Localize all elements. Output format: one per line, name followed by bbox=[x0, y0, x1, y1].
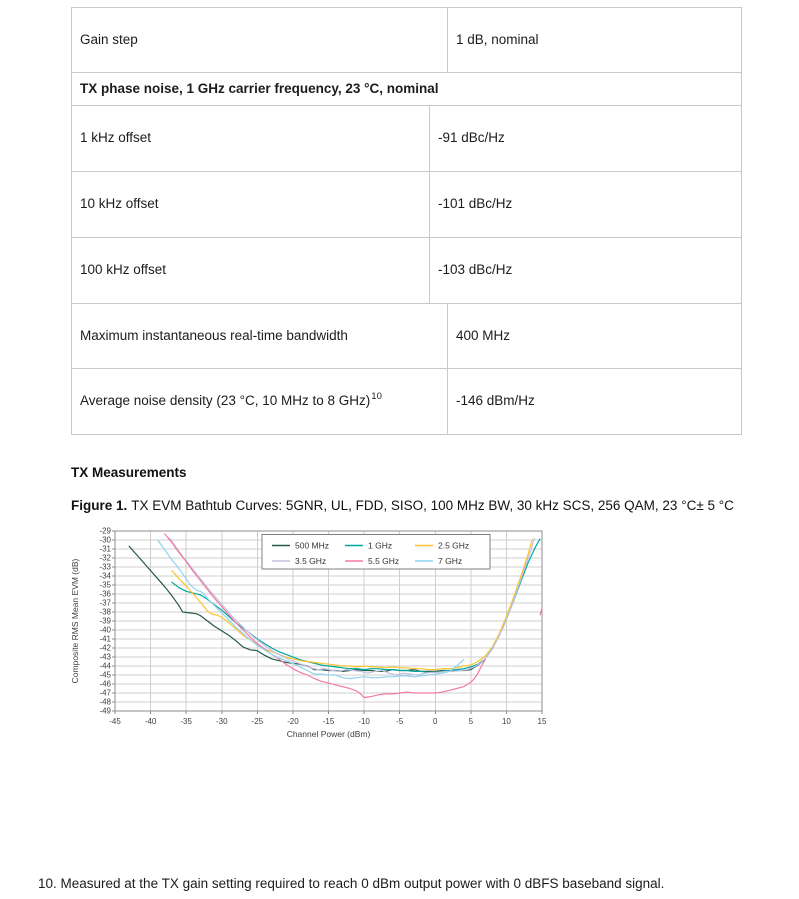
spec-label: Average noise density (23 °C, 10 MHz to … bbox=[72, 369, 448, 434]
spec-value: -103 dBc/Hz bbox=[438, 262, 513, 278]
table-row: 100 kHz offset -103 dBc/Hz bbox=[72, 238, 741, 304]
evm-bathtub-chart: -29 -30 -31 -32 -33 -34 -35 -36 -37 -38 -39 -40 -41-… bbox=[55, 522, 565, 757]
x-tick-label: -40 bbox=[145, 717, 157, 726]
y-tick-label: -45 bbox=[99, 671, 111, 680]
legend-label: 7 GHz bbox=[438, 556, 462, 566]
y-tick-label: -33 bbox=[99, 563, 111, 572]
spec-value: -91 dBc/Hz bbox=[438, 130, 505, 146]
y-tick-label: -32 bbox=[99, 554, 111, 563]
section-heading: TX Measurements bbox=[71, 465, 187, 480]
x-tick-label: -20 bbox=[287, 717, 299, 726]
spec-label: Gain step bbox=[72, 8, 448, 72]
legend-label: 2.5 GHz bbox=[438, 541, 469, 551]
table-group-header-row: TX phase noise, 1 GHz carrier frequency,… bbox=[72, 73, 741, 106]
legend-label: 500 MHz bbox=[295, 541, 329, 551]
y-tick-label: -38 bbox=[99, 608, 111, 617]
spec-table: Gain step 1 dB, nominal TX phase noise, … bbox=[71, 7, 742, 435]
spec-value: 400 MHz bbox=[456, 327, 511, 343]
spec-label: Maximum instantaneous real-time bandwidt… bbox=[72, 304, 448, 368]
x-tick-label: -15 bbox=[323, 717, 335, 726]
spec-label-text: Average noise density (23 °C, 10 MHz to … bbox=[80, 393, 371, 409]
x-tick-label: -10 bbox=[358, 717, 370, 726]
series-line-3-5-ghz bbox=[169, 537, 535, 676]
table-row: Gain step 1 dB, nominal bbox=[72, 8, 741, 73]
y-tick-label: -36 bbox=[99, 590, 111, 599]
y-tick-label: -40 bbox=[99, 626, 111, 635]
table-row: Maximum instantaneous real-time bandwidt… bbox=[72, 304, 741, 369]
series-line-2-5-ghz bbox=[171, 539, 533, 671]
chart-svg: -29-30-31-32-33-34-35-36-37-38-39-40-41-… bbox=[70, 527, 547, 740]
group-header-label: TX phase noise, 1 GHz carrier frequency,… bbox=[80, 80, 439, 96]
spec-label: 1 kHz offset bbox=[72, 106, 430, 171]
x-tick-label: 15 bbox=[538, 717, 547, 726]
footnote-text: 10. Measured at the TX gain setting requ… bbox=[38, 876, 665, 891]
y-tick-label: -30 bbox=[99, 536, 111, 545]
y-tick-label: -47 bbox=[99, 689, 111, 698]
series-line-5-5-ghz bbox=[164, 533, 543, 699]
legend-label: 3.5 GHz bbox=[295, 556, 326, 566]
x-tick-label: 0 bbox=[433, 717, 438, 726]
y-axis-title: Composite RMS Mean EVM (dB) bbox=[70, 558, 80, 683]
y-tick-label: -37 bbox=[99, 599, 111, 608]
y-tick-label: -49 bbox=[99, 707, 111, 716]
legend-label: 5.5 GHz bbox=[368, 556, 399, 566]
y-tick-label: -41 bbox=[99, 635, 111, 644]
spec-value: 1 dB, nominal bbox=[456, 31, 539, 47]
series-line-7-ghz bbox=[157, 539, 465, 680]
y-tick-label: -43 bbox=[99, 653, 111, 662]
x-tick-label: -5 bbox=[396, 717, 404, 726]
y-tick-label: -34 bbox=[99, 572, 111, 581]
y-tick-label: -29 bbox=[99, 527, 111, 536]
x-tick-label: 10 bbox=[502, 717, 511, 726]
figure-caption-text: TX EVM Bathtub Curves: 5GNR, UL, FDD, SI… bbox=[131, 498, 734, 513]
x-tick-label: -35 bbox=[180, 717, 192, 726]
x-tick-label: -30 bbox=[216, 717, 228, 726]
y-tick-label: -48 bbox=[99, 698, 111, 707]
y-tick-label: -31 bbox=[99, 545, 111, 554]
y-tick-label: -44 bbox=[99, 662, 111, 671]
table-row: 10 kHz offset -101 dBc/Hz bbox=[72, 172, 741, 238]
y-tick-label: -35 bbox=[99, 581, 111, 590]
figure-caption: Figure 1. TX EVM Bathtub Curves: 5GNR, UL… bbox=[71, 498, 734, 513]
table-row: Average noise density (23 °C, 10 MHz to … bbox=[72, 369, 741, 434]
legend-label: 1 GHz bbox=[368, 541, 392, 551]
y-tick-label: -39 bbox=[99, 617, 111, 626]
x-axis-title: Channel Power (dBm) bbox=[287, 729, 371, 739]
table-row: 1 kHz offset -91 dBc/Hz bbox=[72, 106, 741, 172]
spec-value: -146 dBm/Hz bbox=[456, 393, 535, 409]
spec-label: 10 kHz offset bbox=[72, 172, 430, 237]
spec-value: -101 dBc/Hz bbox=[438, 196, 513, 212]
y-tick-label: -42 bbox=[99, 644, 111, 653]
x-tick-label: 5 bbox=[469, 717, 474, 726]
spec-label: 100 kHz offset bbox=[72, 238, 430, 303]
x-tick-label: -25 bbox=[252, 717, 264, 726]
x-tick-label: -45 bbox=[109, 717, 121, 726]
y-tick-label: -46 bbox=[99, 680, 111, 689]
figure-number: Figure 1. bbox=[71, 498, 128, 513]
